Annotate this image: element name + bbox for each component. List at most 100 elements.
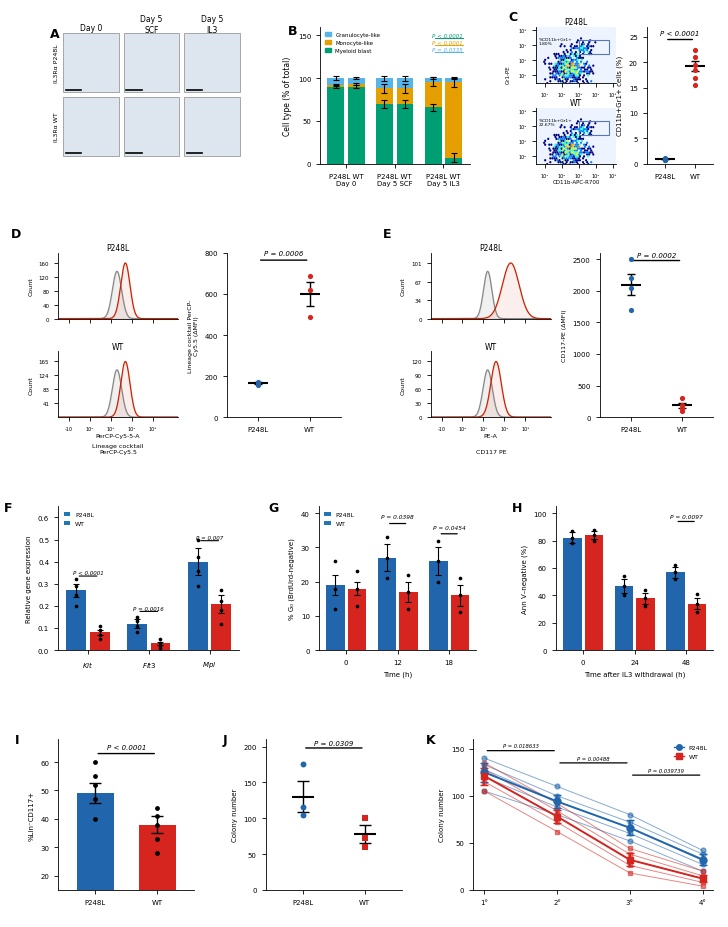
Bar	[328, 79, 344, 86]
Point	[252, 376, 264, 391]
Point	[132, 618, 143, 633]
Point	[94, 623, 106, 638]
Text: P = 0.0398: P = 0.0398	[381, 514, 414, 520]
Point	[151, 808, 163, 823]
Text: P = 0.0016: P = 0.0016	[133, 606, 165, 611]
Bar	[211, 604, 232, 651]
Bar	[328, 88, 344, 164]
Point	[676, 404, 688, 419]
Point	[618, 569, 630, 584]
Bar	[397, 105, 414, 164]
Point	[154, 639, 166, 654]
Point	[90, 811, 101, 826]
Point	[689, 71, 701, 86]
Point	[297, 807, 309, 822]
Text: Gr1-PE: Gr1-PE	[506, 65, 510, 83]
Point	[71, 588, 82, 603]
Point	[359, 831, 371, 845]
Bar	[151, 643, 170, 651]
Point	[215, 616, 227, 631]
Text: A: A	[50, 28, 60, 41]
Point	[330, 554, 341, 569]
Point	[252, 375, 264, 390]
Point	[432, 575, 444, 590]
Point	[403, 602, 414, 616]
Point	[625, 252, 636, 267]
Point	[659, 153, 670, 168]
Text: K: K	[425, 733, 435, 746]
Point	[94, 628, 106, 642]
Text: P = 0.0002: P = 0.0002	[637, 252, 676, 259]
Bar	[348, 589, 366, 651]
Point	[403, 585, 414, 600]
Point	[689, 58, 701, 73]
Point	[381, 571, 392, 586]
Y-axis label: Colony number: Colony number	[232, 788, 238, 842]
Text: B: B	[288, 25, 297, 38]
Point	[640, 599, 652, 614]
Bar	[579, 122, 609, 136]
Title: P248L: P248L	[564, 18, 587, 27]
Bar	[688, 603, 706, 651]
Point	[351, 581, 363, 596]
Bar	[397, 79, 414, 89]
Text: G: G	[269, 502, 279, 514]
Point	[689, 44, 701, 58]
Bar	[90, 633, 110, 651]
Point	[676, 400, 688, 415]
Point	[252, 378, 264, 393]
FancyBboxPatch shape	[184, 34, 240, 93]
Text: P = 0.0006: P = 0.0006	[264, 250, 304, 257]
Text: IL3Rα P248L: IL3Rα P248L	[54, 44, 59, 83]
Text: J: J	[222, 733, 227, 746]
Point	[566, 531, 578, 546]
Point	[94, 618, 106, 633]
Bar	[348, 85, 365, 88]
Point	[215, 594, 227, 609]
Bar	[666, 573, 684, 651]
Title: WT: WT	[112, 342, 124, 351]
Bar	[326, 586, 344, 651]
Bar	[424, 83, 441, 108]
Point	[640, 583, 652, 598]
Text: P = 0.0335: P = 0.0335	[432, 47, 463, 53]
Point	[154, 632, 166, 647]
FancyBboxPatch shape	[184, 97, 240, 157]
Text: P < 0.0001: P < 0.0001	[432, 34, 463, 39]
Point	[351, 565, 363, 579]
Point	[432, 534, 444, 549]
Point	[618, 589, 630, 603]
Bar	[429, 562, 448, 651]
Legend: P248L, WT: P248L, WT	[61, 510, 97, 528]
Bar	[376, 79, 393, 89]
Bar	[424, 108, 441, 164]
Text: %CD11b+Gr1+
1.80%: %CD11b+Gr1+ 1.80%	[539, 38, 572, 46]
Text: P < 0.0001: P < 0.0001	[432, 41, 463, 46]
Point	[359, 811, 371, 826]
Point	[304, 283, 315, 298]
Point	[670, 572, 681, 587]
Point	[90, 792, 101, 806]
Text: P = 0.00488: P = 0.00488	[577, 756, 610, 761]
Y-axis label: Cell type (% of total): Cell type (% of total)	[283, 57, 293, 135]
Bar	[127, 624, 147, 651]
Point	[659, 151, 670, 166]
Text: H: H	[512, 502, 522, 514]
FancyBboxPatch shape	[124, 97, 179, 157]
Text: D: D	[10, 227, 20, 240]
Bar	[446, 159, 462, 164]
Bar	[585, 536, 604, 651]
Text: Day 5
SCF: Day 5 SCF	[141, 15, 162, 34]
Bar	[446, 83, 462, 159]
Bar	[66, 590, 87, 651]
Text: P = 0.039739: P = 0.039739	[648, 768, 684, 773]
Text: CD117 PE: CD117 PE	[475, 450, 506, 455]
Point	[625, 281, 636, 296]
Point	[381, 551, 392, 565]
Bar	[399, 592, 418, 651]
Point	[215, 603, 227, 618]
Text: P = 0.007: P = 0.007	[196, 535, 223, 540]
Bar	[563, 539, 582, 651]
Point	[640, 591, 652, 606]
Text: P < 0.0001: P < 0.0001	[660, 32, 700, 37]
